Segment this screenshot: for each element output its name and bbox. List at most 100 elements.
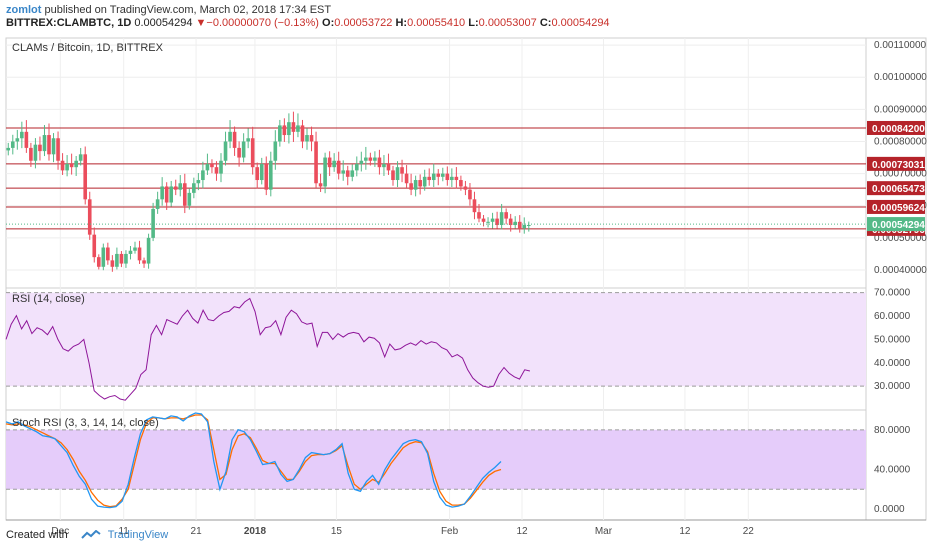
candle-body — [96, 257, 101, 267]
candle-body — [495, 218, 499, 226]
candle-body — [133, 247, 137, 251]
last-price: 0.00054294 — [134, 17, 193, 29]
candle-body — [182, 183, 187, 206]
low-label: L: — [468, 17, 479, 29]
candle-body — [318, 183, 323, 187]
x-tick-label: Dec — [51, 526, 69, 537]
stoch-d-line — [5, 414, 502, 508]
candle-body — [418, 180, 422, 187]
candle-body — [522, 225, 527, 229]
candle-body — [305, 135, 309, 142]
level-price-label: 0.00065473 — [872, 184, 925, 195]
brand-name[interactable]: TradingView — [107, 529, 169, 541]
rsi-tick-label: 60.0000 — [874, 311, 911, 322]
candle-body — [368, 157, 373, 161]
candle-body — [296, 125, 300, 132]
candle-body — [440, 173, 445, 177]
candle-body — [56, 138, 60, 161]
candle-body — [354, 163, 359, 171]
candle-body — [336, 160, 341, 174]
candle-body — [10, 141, 15, 148]
change-arrow-icon: ▼ — [195, 17, 207, 29]
header-line-1: zomlot published on TradingView.com, Mar… — [6, 4, 331, 16]
stoch-k-line — [5, 412, 502, 509]
low-value: 0.00053007 — [478, 17, 537, 29]
candle-body — [513, 221, 518, 226]
candle-body — [463, 186, 468, 190]
candle-body — [24, 131, 29, 148]
candle-body — [219, 160, 223, 174]
candle-body — [250, 138, 255, 168]
candle-body — [87, 199, 92, 235]
candle-body — [38, 144, 42, 152]
candle-body — [472, 199, 477, 213]
candle-body — [400, 167, 404, 174]
candle-body — [436, 173, 441, 177]
candle-body — [264, 163, 269, 190]
candle-body — [259, 163, 264, 181]
candle-body — [101, 247, 106, 267]
candle-body — [201, 170, 205, 181]
candle-body — [382, 163, 386, 168]
candle-body — [359, 160, 364, 164]
price-tick-label: 0.00100000 — [874, 72, 927, 83]
candle-body — [92, 234, 97, 258]
candle-body — [291, 122, 296, 132]
candle-body — [459, 180, 463, 187]
candle-body — [386, 163, 391, 171]
candle-body — [196, 180, 201, 184]
symbol-label: BITTREX:CLAMBTC, 1D — [6, 17, 132, 29]
rsi-line — [5, 297, 531, 401]
candle-body — [422, 176, 427, 187]
candle-body — [327, 157, 332, 168]
stoch-pane-title: Stoch RSI (3, 3, 14, 14, close) — [12, 417, 159, 429]
candle-body — [431, 173, 436, 181]
candle-body — [300, 125, 305, 142]
x-tick-label: Mar — [595, 526, 613, 537]
candle-body — [33, 144, 38, 161]
candle-body — [128, 250, 133, 254]
candle-body — [192, 183, 196, 193]
candle-body — [173, 186, 178, 190]
rsi-tick-label: 50.0000 — [874, 334, 911, 345]
candle-body — [187, 192, 192, 206]
price-tick-label: 0.00080000 — [874, 136, 927, 147]
candle-body — [314, 141, 318, 184]
candle-body — [6, 147, 11, 151]
candle-body — [110, 260, 115, 267]
rsi-tick-label: 40.0000 — [874, 358, 911, 369]
author-name[interactable]: zomlot — [6, 4, 42, 16]
published-text: published on TradingView.com, March 02, … — [44, 4, 332, 16]
candle-body — [178, 183, 183, 190]
candle-body — [47, 135, 51, 155]
created-with-text: Created with — [6, 529, 68, 541]
candle-body — [404, 173, 409, 184]
candle-body — [499, 212, 504, 226]
candle-body — [241, 141, 246, 158]
open-value: 0.00053722 — [334, 17, 393, 29]
candle-body — [255, 167, 260, 181]
candle-body — [287, 122, 291, 136]
candle-body — [445, 173, 450, 181]
candle-body — [214, 167, 219, 174]
candle-body — [468, 189, 472, 200]
candle-body — [232, 131, 237, 148]
stoch-tick-label: 0.0000 — [874, 504, 905, 515]
level-price-label: 0.00084200 — [872, 124, 925, 135]
candle-body — [164, 186, 169, 203]
candle-body — [526, 225, 531, 227]
candle-body — [517, 221, 522, 229]
candle-body — [395, 167, 400, 181]
price-pane-title: CLAMs / Bitcoin, 1D, BITTREX — [12, 42, 163, 54]
candle-body — [74, 160, 78, 168]
rsi-tick-label: 30.0000 — [874, 381, 911, 392]
candle-body — [210, 163, 214, 168]
candle-body — [490, 218, 495, 222]
candle-body — [169, 186, 174, 203]
price-tick-label: 0.00040000 — [874, 265, 927, 276]
candle-body — [119, 253, 124, 264]
candle-body — [364, 157, 368, 161]
candle-body — [20, 131, 24, 139]
